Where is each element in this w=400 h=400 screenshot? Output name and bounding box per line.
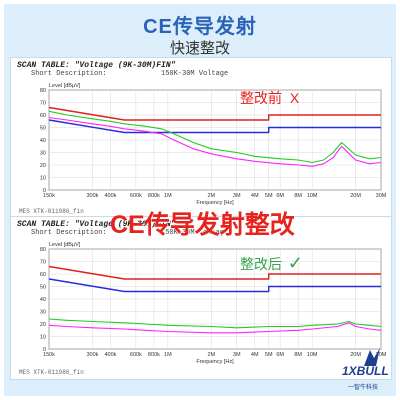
- emission-chart-before: 0 10 20 30 40 50 60 70 80 150k 300k 400k 600k 800k 1M 2…: [40, 83, 387, 206]
- y-axis-label: Level [dBµV]: [49, 242, 81, 248]
- x-tick-label: 8M: [294, 352, 302, 358]
- x-tick-label: 800k: [148, 352, 160, 358]
- x-axis-label: Frequency [Hz]: [196, 200, 234, 206]
- x-tick-label: 300k: [86, 352, 98, 358]
- short-description: Short Description: 150K-30M Voltage: [31, 70, 228, 78]
- x-tick-label: 4M: [251, 193, 259, 199]
- x-tick-label: 30M: [376, 193, 387, 199]
- x-tick-label: 1M: [164, 352, 172, 358]
- short-description-value: 150K-30M Voltage: [161, 70, 229, 78]
- page-subtitle: 快速整改: [169, 40, 230, 57]
- chart-footer: MES XTK-011986_fin: [19, 208, 84, 215]
- x-tick-label: 20M: [350, 193, 361, 199]
- y-tick-label: 10: [40, 335, 46, 341]
- scan-table-title: SCAN TABLE: "Voltage (9K-30M)FIN": [17, 61, 176, 70]
- y-tick-label: 20: [40, 163, 46, 169]
- y-tick-label: 80: [40, 247, 46, 253]
- x-tick-label: 600k: [130, 193, 142, 199]
- series-line-limit-qp: [48, 265, 381, 280]
- series-line-limit-av: [48, 119, 381, 134]
- emission-chart-after: 0 10 20 30 40 50 60 70 80 150k 300k 400k 600k 800k 1M 2…: [40, 242, 387, 365]
- annotation-before-text: 整改前: [240, 90, 282, 106]
- x-tick-label: 2M: [207, 352, 215, 358]
- series-line-limit-av: [48, 278, 381, 293]
- x-tick-label: 6M: [276, 352, 284, 358]
- x-tick-label: 600k: [130, 352, 142, 358]
- bull-icon: [364, 348, 380, 366]
- series-line-trace-avg: [48, 116, 382, 167]
- y-tick-label: 40: [40, 138, 46, 144]
- chart-footer: MES XTK-011986_fin: [19, 369, 84, 376]
- brand-name: 1XBULL: [342, 364, 389, 378]
- chart-panel-after: SCAN TABLE: "Voltage (9K-30M)FIN" Short …: [10, 216, 392, 380]
- y-axis-label: Level [dBµV]: [49, 83, 81, 89]
- x-tick-label: 8M: [294, 193, 302, 199]
- x-tick-label: 1M: [164, 193, 172, 199]
- x-axis-label: Frequency [Hz]: [196, 359, 234, 365]
- y-tick-label: 20: [40, 322, 46, 328]
- chart-panel-before: SCAN TABLE: "Voltage (9K-30M)FIN" Short …: [10, 57, 392, 219]
- x-tick-label: 400k: [104, 352, 116, 358]
- short-description-value: 150K-30M Voltage: [161, 229, 229, 237]
- y-tick-label: 0: [43, 347, 46, 353]
- short-description-label: Short Description:: [31, 70, 107, 78]
- y-tick-label: 50: [40, 126, 46, 132]
- x-tick-label: 150k: [43, 193, 55, 199]
- y-tick-label: 30: [40, 310, 46, 316]
- x-tick-label: 800k: [148, 193, 160, 199]
- y-tick-label: 50: [40, 285, 46, 291]
- x-tick-label: 4M: [251, 352, 259, 358]
- x-tick-label: 10M: [307, 352, 318, 358]
- fail-mark: X: [289, 90, 300, 106]
- x-tick-label: 3M: [233, 352, 241, 358]
- annotation-after: 整改后 ✓: [240, 253, 303, 274]
- y-tick-label: 80: [40, 88, 46, 94]
- x-tick-label: 300k: [86, 193, 98, 199]
- x-tick-label: 10M: [307, 193, 318, 199]
- series-line-trace-avg: [48, 322, 382, 334]
- series-line-trace-peak: [48, 110, 382, 164]
- y-tick-label: 60: [40, 272, 46, 278]
- x-tick-label: 5M: [265, 193, 273, 199]
- short-description: Short Description: 150K-30M Voltage: [31, 229, 228, 237]
- x-tick-label: 2M: [207, 193, 215, 199]
- x-tick-label: 3M: [233, 193, 241, 199]
- scan-table-title: SCAN TABLE: "Voltage (9K-30M)FIN": [17, 220, 176, 229]
- pass-checkmark: ✓: [287, 253, 303, 273]
- x-tick-label: 5M: [265, 352, 273, 358]
- short-description-label: Short Description:: [31, 229, 107, 237]
- x-tick-label: 6M: [276, 193, 284, 199]
- y-tick-label: 60: [40, 113, 46, 119]
- annotation-after-text: 整改后: [240, 256, 282, 272]
- x-tick-label: 400k: [104, 193, 116, 199]
- y-tick-label: 40: [40, 297, 46, 303]
- brand-logo: 1XBULL 一智牛科技: [340, 348, 400, 400]
- y-tick-label: 70: [40, 101, 46, 107]
- overlay-title: CE传导发射整改: [110, 211, 295, 239]
- series-line-trace-peak: [48, 318, 382, 329]
- x-tick-label: 150k: [43, 352, 55, 358]
- y-tick-label: 70: [40, 260, 46, 266]
- y-tick-label: 0: [43, 188, 46, 194]
- annotation-before: 整改前 X: [240, 88, 299, 108]
- x-tick-label: 30M: [376, 352, 387, 358]
- series-line-limit-qp: [48, 106, 381, 121]
- y-tick-label: 30: [40, 151, 46, 157]
- x-tick-label: 20M: [350, 352, 361, 358]
- y-tick-label: 10: [40, 176, 46, 182]
- page-title: CE传导发射: [143, 16, 257, 38]
- brand-name-cn: 一智牛科技: [348, 385, 379, 391]
